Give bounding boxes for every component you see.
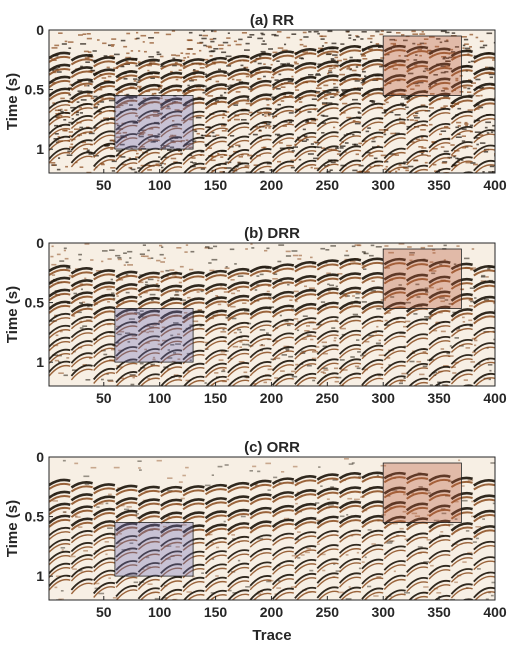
x-tick-label: 50 (96, 390, 112, 406)
highlight-box-red (382, 248, 462, 309)
x-tick-label: 150 (204, 390, 228, 406)
x-tick-label: 350 (427, 604, 451, 620)
x-tick-label: 400 (483, 177, 507, 193)
y-tick-label: 0.5 (25, 295, 45, 311)
axes-frame (48, 242, 496, 387)
panel-title: (a) RR (250, 12, 294, 29)
y-tick-label: 0.5 (25, 82, 45, 98)
seismic-image-1 (49, 30, 495, 173)
x-tick-label: 100 (148, 177, 172, 193)
seismic-image-3 (49, 457, 495, 600)
y-tick-label: 1 (36, 354, 44, 370)
x-tick-label: 250 (316, 390, 340, 406)
highlight-box-blue (114, 522, 194, 577)
y-tick-label: 0 (36, 449, 44, 465)
highlight-box-red (382, 462, 462, 523)
y-axis-label: Time (s) (4, 286, 21, 343)
x-tick-label: 250 (316, 177, 340, 193)
x-tick-label: 250 (316, 604, 340, 620)
x-tick-label: 200 (260, 604, 284, 620)
y-tick-label: 0 (36, 22, 44, 38)
highlight-box-blue (114, 95, 194, 150)
axes-frame (48, 29, 496, 174)
x-tick-label: 50 (96, 604, 112, 620)
panel-1: (a) RR 50 100 150 200 250 300 350 400 0 0.5 1 Time (… (4, 12, 507, 193)
y-tick-label: 1 (36, 568, 44, 584)
figure-x-axis-label: Trace (252, 627, 291, 644)
x-tick-label: 400 (483, 604, 507, 620)
panel-2: (b) DRR 50 100 150 200 250 300 350 400 0 0.5 1 Time … (4, 225, 507, 406)
axes-frame (48, 456, 496, 601)
panel-3: (c) ORR 50 100 150 200 250 300 350 400 0 0.5 1 Time … (4, 439, 507, 620)
panel-title: (b) DRR (244, 225, 300, 242)
y-tick-label: 0.5 (25, 509, 45, 525)
x-tick-label: 350 (427, 177, 451, 193)
x-tick-label: 50 (96, 177, 112, 193)
y-tick-label: 0 (36, 235, 44, 251)
x-tick-label: 150 (204, 177, 228, 193)
x-tick-label: 150 (204, 604, 228, 620)
x-tick-label: 400 (483, 390, 507, 406)
highlight-box-red (382, 35, 462, 96)
y-tick-label: 1 (36, 141, 44, 157)
x-tick-label: 300 (372, 604, 396, 620)
x-tick-label: 300 (372, 390, 396, 406)
panel-title: (c) ORR (244, 439, 300, 456)
x-tick-label: 350 (427, 390, 451, 406)
y-axis-label: Time (s) (4, 73, 21, 130)
x-tick-label: 200 (260, 177, 284, 193)
x-tick-label: 300 (372, 177, 396, 193)
highlight-box-blue (114, 308, 194, 363)
x-tick-label: 100 (148, 390, 172, 406)
x-tick-label: 200 (260, 390, 284, 406)
x-tick-label: 100 (148, 604, 172, 620)
y-axis-label: Time (s) (4, 500, 21, 557)
seismic-image-2 (49, 243, 495, 386)
